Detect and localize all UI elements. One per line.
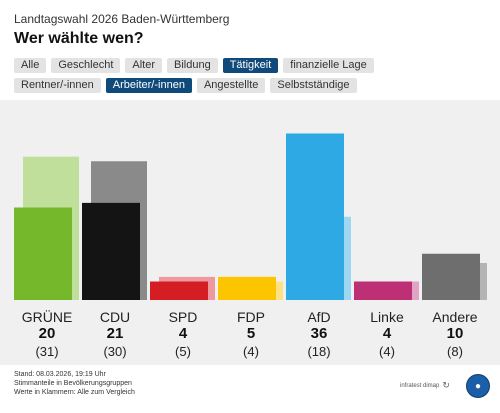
subgroup-tabs: Rentner/-innen Arbeiter/-innen Angestellte… [14, 78, 357, 93]
value-bar [150, 281, 208, 300]
value-bar [286, 133, 344, 300]
comparison-label: (4) [243, 344, 259, 359]
value-label: 36 [311, 325, 328, 342]
category-label: Andere [432, 309, 477, 325]
footer-note-shares: Stimmanteile in Bevölkerungsgruppen [14, 380, 132, 387]
tab-subgroup-0[interactable]: Rentner/-innen [14, 78, 101, 93]
tab-category-3[interactable]: Bildung [167, 58, 218, 73]
value-bar [354, 281, 412, 300]
comparison-label: (30) [103, 344, 126, 359]
tab-category-0[interactable]: Alle [14, 58, 47, 73]
value-label: 20 [39, 325, 56, 342]
tab-subgroup-2[interactable]: Angestellte [196, 78, 266, 93]
source-brand: infratest dimap ↻ [400, 380, 450, 391]
chart-title: Wer wählte wen? [14, 30, 144, 47]
tagesschau-logo-icon[interactable]: ● [466, 374, 490, 398]
comparison-label: (31) [35, 344, 58, 359]
refresh-icon[interactable]: ↻ [442, 380, 450, 390]
category-label: SPD [169, 309, 198, 325]
value-bar [218, 276, 276, 300]
value-bar [422, 253, 480, 300]
tab-category-1[interactable]: Geschlecht [51, 58, 121, 73]
tab-category-4[interactable]: Tätigkeit [222, 58, 279, 73]
chart-area: GRÜNE 20 (31) CDU 21 (30) SPD 4 (5) FDP 5 (4) AfD 36(… [0, 100, 500, 365]
tab-category-2[interactable]: Alter [125, 58, 162, 73]
header: Landtagswahl 2026 Baden-Württemberg Wer … [14, 12, 229, 48]
footer-notes: Stand: 08.03.2026, 19:19 Uhr Stimmanteil… [14, 370, 135, 397]
bar-chart: GRÜNE20(31)CDU21(30)SPD4(5)FDP5(4)AfD36(… [14, 133, 487, 359]
value-label: 21 [107, 325, 124, 342]
brand-text: infratest dimap [400, 382, 440, 389]
chart-subtitle: Landtagswahl 2026 Baden-Württemberg [14, 12, 230, 26]
category-label: AfD [307, 309, 330, 325]
value-label: 5 [247, 325, 255, 342]
category-label: FDP [237, 309, 265, 325]
category-label: Linke [370, 309, 404, 325]
value-bar [14, 207, 72, 300]
value-label: 4 [179, 325, 188, 342]
category-label: GRÜNE [22, 308, 73, 325]
comparison-label: (8) [447, 344, 463, 359]
footer-timestamp: Stand: 08.03.2026, 19:19 Uhr [14, 371, 106, 378]
comparison-label: (5) [175, 344, 191, 359]
value-label: 4 [383, 325, 392, 342]
category-label: CDU [100, 309, 130, 325]
footer-note-comparison: Werte in Klammern: Alle zum Vergleich [14, 389, 135, 396]
comparison-label: (4) [379, 344, 395, 359]
comparison-label: (18) [307, 344, 330, 359]
tab-category-5[interactable]: finanzielle Lage [283, 58, 374, 73]
tab-subgroup-1[interactable]: Arbeiter/-innen [105, 78, 192, 93]
value-label: 10 [447, 325, 464, 342]
tab-subgroup-3[interactable]: Selbstständige [270, 78, 357, 93]
category-tabs: Alle Geschlecht Alter Bildung Tätigkeit finan… [14, 58, 374, 73]
value-bar [82, 202, 140, 300]
